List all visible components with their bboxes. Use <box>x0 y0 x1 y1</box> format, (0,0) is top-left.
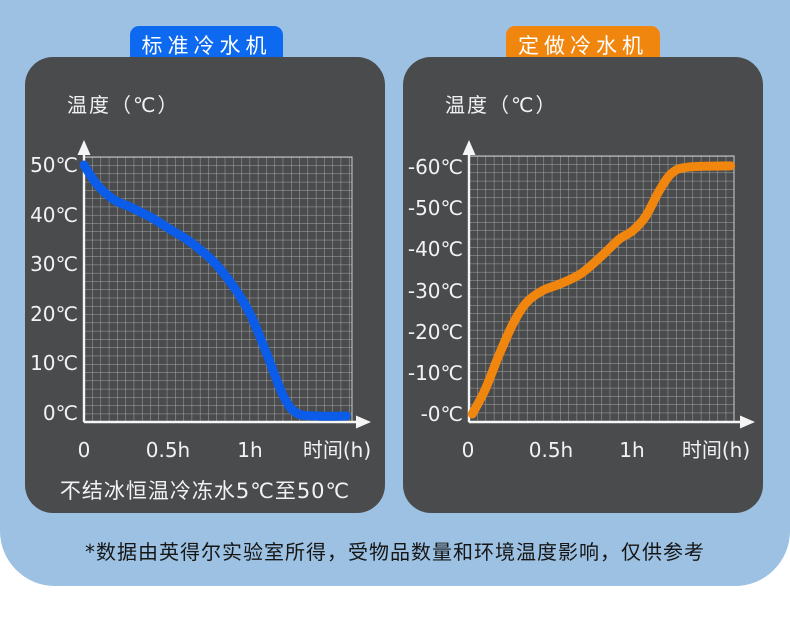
x-tick: 1h <box>237 438 263 462</box>
standard-chiller-chart-canvas <box>77 140 371 429</box>
y-tick: 0℃ <box>42 401 78 425</box>
custom-chiller-panel: 温度（℃） -60℃ -50℃ -40℃ -30℃ -20℃ -10℃ -0℃ … <box>403 57 763 513</box>
grid-area <box>83 156 353 423</box>
x-axis-label: 时间(h) <box>681 438 751 462</box>
y-tick: 40℃ <box>30 202 78 227</box>
y-axis-arrow-icon <box>462 140 476 155</box>
disclaimer-text: *数据由英得尔实验室所得，受物品数量和环境温度影响，仅供参考 <box>85 540 705 564</box>
x-axis-arrow-icon <box>740 415 755 429</box>
y-tick: -0℃ <box>420 402 463 427</box>
x-tick: 0.5h <box>528 438 574 462</box>
y-tick: 20℃ <box>30 301 78 326</box>
y-tick: 10℃ <box>30 351 78 376</box>
x-tick: 0.5h <box>145 438 191 462</box>
y-tick: -50℃ <box>407 196 463 221</box>
grid-area <box>468 155 735 423</box>
y-tick: -30℃ <box>407 278 463 303</box>
x-tick: 0 <box>461 438 475 462</box>
y-axis-arrow-icon <box>77 140 91 155</box>
x-axis-arrow-icon <box>356 415 371 429</box>
standard-chiller-panel: 温度（℃） 50℃ 40℃ 30℃ 20℃ 10℃ 0℃ 0 0.5h 1h 时… <box>25 57 385 513</box>
standard-chiller-caption: 不结冰恒温冷冻水5℃至50℃ <box>59 479 351 503</box>
y-tick: -60℃ <box>407 155 463 179</box>
y-axis-title: 温度（℃） <box>67 93 180 117</box>
y-tick: -10℃ <box>407 361 463 385</box>
y-tick: -20℃ <box>407 319 463 344</box>
y-tick: -40℃ <box>407 237 463 262</box>
cooling-curve <box>79 160 351 421</box>
x-tick: 1h <box>619 438 645 462</box>
y-tick: 50℃ <box>30 153 78 177</box>
custom-chiller-chart-canvas <box>462 140 755 429</box>
x-axis-label: 时间(h) <box>302 438 372 462</box>
x-tick: 0 <box>77 438 91 462</box>
y-axis-title: 温度（℃） <box>445 93 558 117</box>
y-tick: 30℃ <box>30 252 78 277</box>
cooling-curve <box>467 161 736 419</box>
